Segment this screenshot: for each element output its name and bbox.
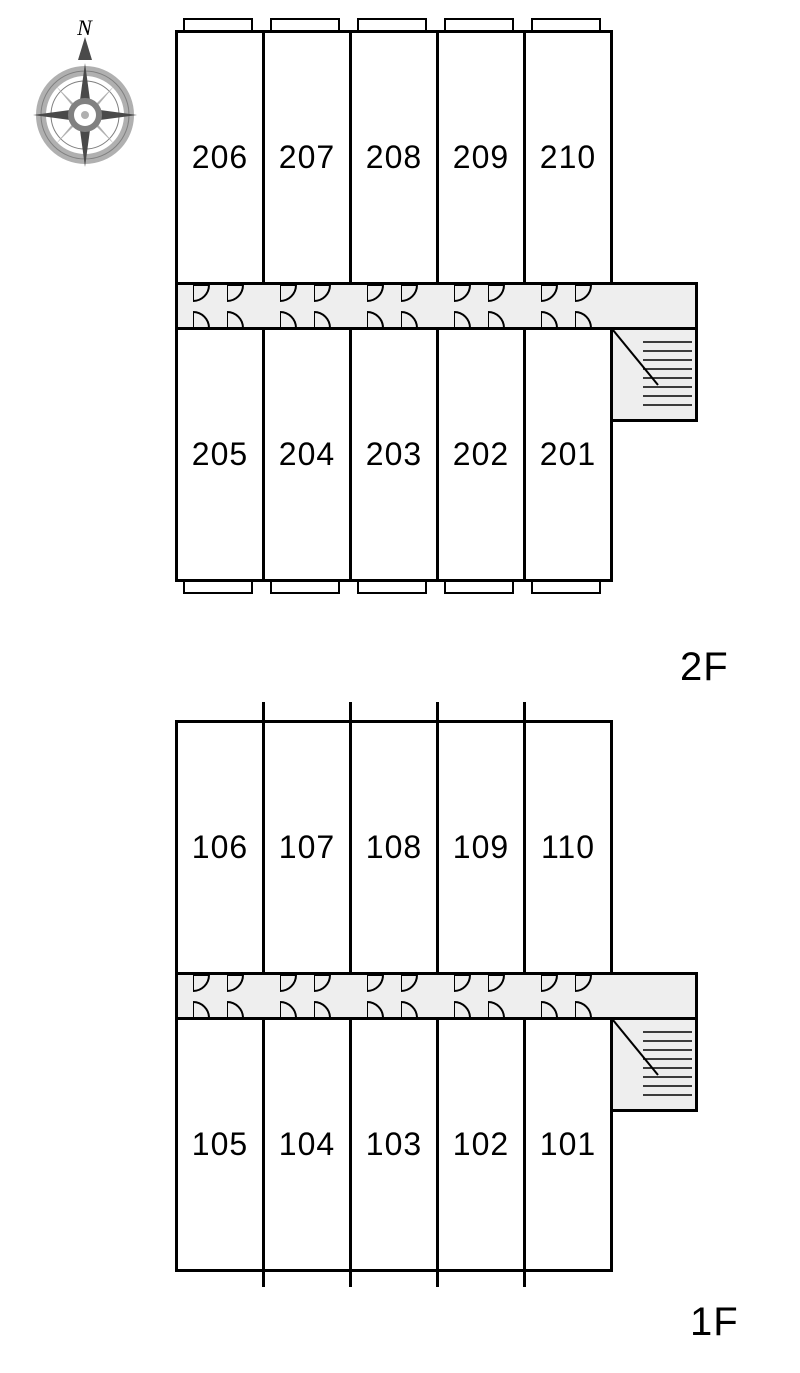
unit-label: 108 <box>366 829 422 866</box>
door-swing-icon <box>227 285 247 308</box>
door-swing-icon <box>401 975 421 998</box>
unit: 203 <box>349 327 439 582</box>
unit-label: 202 <box>453 436 509 473</box>
edge-line <box>262 1269 265 1287</box>
unit-label: 109 <box>453 829 509 866</box>
unit-label: 206 <box>192 139 248 176</box>
edge-line <box>436 1269 439 1287</box>
unit: 205 <box>175 327 265 582</box>
floor-label: 1F <box>690 1300 739 1345</box>
floor-plan-canvas: N 20620720820921 <box>0 0 800 1373</box>
unit-label: 208 <box>366 139 422 176</box>
unit: 108 <box>349 720 439 975</box>
door-swing-icon <box>314 285 334 308</box>
svg-text:N: N <box>76 15 93 40</box>
door-swing-icon <box>454 285 474 308</box>
staircase <box>610 1017 698 1112</box>
door-swing-icon <box>280 285 300 308</box>
door-swing-icon <box>401 285 421 308</box>
door-swing-icon <box>488 975 508 998</box>
unit: 106 <box>175 720 265 975</box>
door-swing-icon <box>367 285 387 308</box>
unit: 109 <box>436 720 526 975</box>
unit-label: 105 <box>192 1126 248 1163</box>
balcony <box>531 580 601 594</box>
balcony <box>183 580 253 594</box>
unit-label: 203 <box>366 436 422 473</box>
door-swing-icon <box>454 975 474 998</box>
unit: 209 <box>436 30 526 285</box>
compass-rose: N <box>20 15 150 190</box>
unit: 207 <box>262 30 352 285</box>
unit: 204 <box>262 327 352 582</box>
unit: 206 <box>175 30 265 285</box>
edge-line <box>262 702 265 720</box>
door-swing-icon <box>314 975 334 998</box>
unit-label: 204 <box>279 436 335 473</box>
unit-label: 103 <box>366 1126 422 1163</box>
unit: 102 <box>436 1017 526 1272</box>
door-swing-icon <box>488 285 508 308</box>
balcony <box>444 580 514 594</box>
unit: 101 <box>523 1017 613 1272</box>
door-swing-icon <box>193 975 213 998</box>
door-swing-icon <box>541 285 561 308</box>
unit: 202 <box>436 327 526 582</box>
staircase <box>610 327 698 422</box>
balcony <box>270 580 340 594</box>
compass-icon: N <box>20 15 150 185</box>
unit-label: 209 <box>453 139 509 176</box>
unit: 104 <box>262 1017 352 1272</box>
edge-line <box>523 1269 526 1287</box>
unit-row-bottom: 105 104 103 102 101 <box>175 1017 613 1272</box>
unit-label: 207 <box>279 139 335 176</box>
unit-label: 205 <box>192 436 248 473</box>
door-swing-icon <box>280 975 300 998</box>
door-swing-icon <box>575 285 595 308</box>
unit-label: 201 <box>540 436 596 473</box>
door-swing-icon <box>193 285 213 308</box>
door-swing-icon <box>227 975 247 998</box>
edge-line <box>349 1269 352 1287</box>
unit-row-top: 106 107 108 109 110 <box>175 720 613 975</box>
edge-line <box>523 702 526 720</box>
unit-label: 104 <box>279 1126 335 1163</box>
unit: 103 <box>349 1017 439 1272</box>
unit-label: 106 <box>192 829 248 866</box>
door-swing-icon <box>575 975 595 998</box>
corridor <box>175 972 698 1020</box>
unit: 210 <box>523 30 613 285</box>
unit-label: 102 <box>453 1126 509 1163</box>
unit-row-bottom: 205 204 203 202 201 <box>175 327 613 582</box>
unit-label: 107 <box>279 829 335 866</box>
corridor <box>175 282 698 330</box>
unit-row-top: 206 207 208 209 210 <box>175 30 613 285</box>
unit: 110 <box>523 720 613 975</box>
door-swing-icon <box>541 975 561 998</box>
unit: 201 <box>523 327 613 582</box>
unit: 105 <box>175 1017 265 1272</box>
unit: 107 <box>262 720 352 975</box>
edge-line <box>436 702 439 720</box>
unit-label: 101 <box>540 1126 596 1163</box>
balcony <box>357 580 427 594</box>
door-swing-icon <box>367 975 387 998</box>
unit: 208 <box>349 30 439 285</box>
unit-label: 210 <box>540 139 596 176</box>
floor-label: 2F <box>680 645 729 690</box>
edge-line <box>349 702 352 720</box>
unit-label: 110 <box>541 829 595 866</box>
